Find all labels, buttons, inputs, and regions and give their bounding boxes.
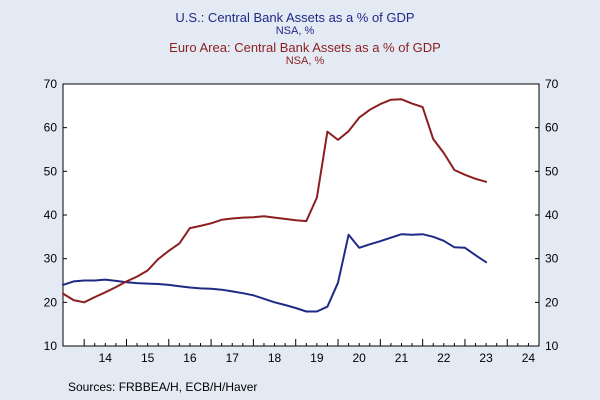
legend-subtitle-euro: NSA, % — [286, 55, 325, 67]
axis-ticks: 10 10 20 20 30 30 40 40 50 50 60 60 70 70 14 15 16 17 18 19… — [44, 77, 559, 365]
y-tick-label-left: 30 — [44, 252, 58, 266]
x-tick-label: 23 — [479, 351, 493, 365]
x-tick-label: 15 — [141, 351, 155, 365]
plot-area — [62, 83, 540, 347]
x-tick-label: 21 — [395, 351, 409, 365]
y-tick-label-right: 30 — [545, 252, 559, 266]
x-tick-label: 20 — [352, 351, 366, 365]
y-tick-label-left: 70 — [44, 77, 58, 91]
y-tick-label-left: 10 — [44, 339, 58, 353]
series-line-us — [62, 233, 488, 313]
legend-title-us: U.S.: Central Bank Assets as a % of GDP — [175, 10, 414, 25]
source-note: Sources: FRBBEA/H, ECB/H/Haver — [68, 380, 257, 394]
y-tick-label-right: 40 — [545, 208, 559, 222]
legend-subtitle-us: NSA, % — [276, 25, 315, 37]
x-tick-label: 22 — [437, 351, 451, 365]
y-tick-label-left: 40 — [44, 208, 58, 222]
y-tick-label-right: 70 — [545, 77, 559, 91]
y-tick-label-right: 60 — [545, 121, 559, 135]
x-tick-label: 19 — [310, 351, 324, 365]
series-line-euro-area — [62, 98, 488, 304]
y-tick-label-right: 10 — [545, 339, 559, 353]
y-tick-label-left: 60 — [44, 121, 58, 135]
legend-title-euro: Euro Area: Central Bank Assets as a % of… — [169, 40, 441, 55]
x-tick-label: 17 — [226, 351, 240, 365]
y-tick-label-right: 20 — [545, 295, 559, 309]
x-tick-label: 18 — [268, 351, 282, 365]
y-tick-label-left: 20 — [44, 295, 58, 309]
series-layer — [62, 98, 488, 313]
x-tick-label: 14 — [99, 351, 113, 365]
x-tick-label: 24 — [522, 351, 536, 365]
y-tick-label-right: 50 — [545, 164, 559, 178]
x-tick-label: 16 — [183, 351, 197, 365]
y-tick-label-left: 50 — [44, 164, 58, 178]
